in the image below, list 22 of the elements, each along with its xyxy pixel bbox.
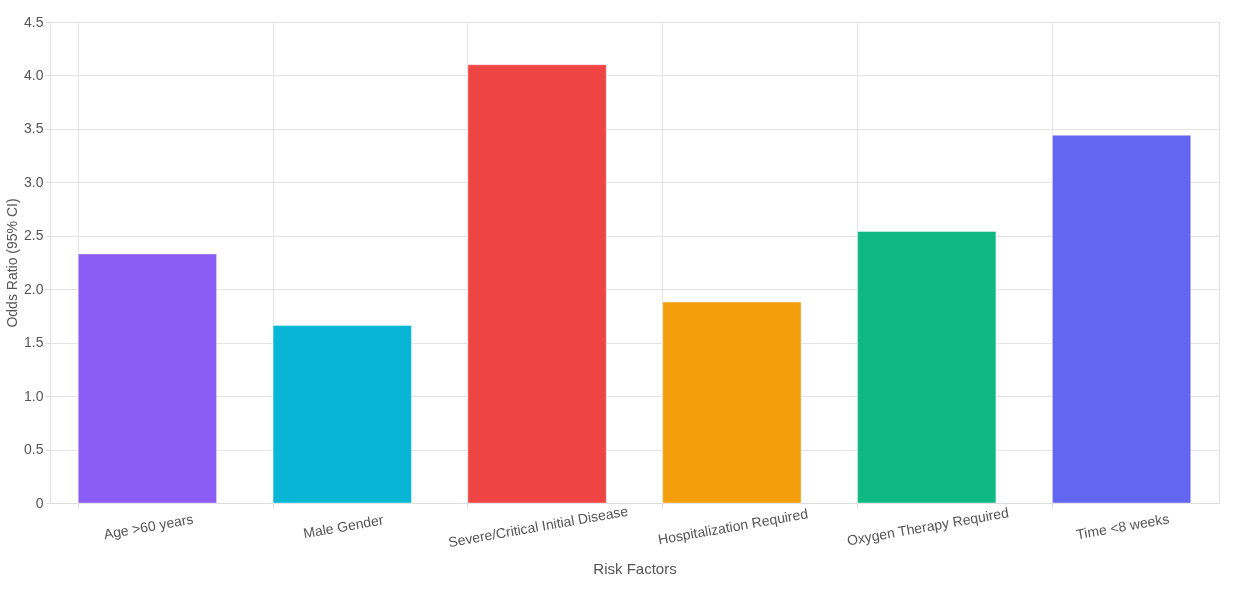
x-axis-title: Risk Factors — [593, 560, 677, 578]
y-tick-label: 3.5 — [24, 120, 44, 137]
y-tick-label: 0.5 — [24, 441, 44, 458]
bar — [77, 253, 218, 504]
y-tick-label: 3.0 — [24, 173, 44, 190]
y-tick-label: 2.5 — [24, 227, 44, 244]
y-tick-label: 1.0 — [24, 387, 44, 404]
x-tick-label: Time <8 weeks — [1074, 510, 1171, 543]
bar — [857, 231, 997, 504]
x-tick-label: Male Gender — [302, 511, 385, 542]
x-tick-label: Age >60 years — [102, 510, 195, 543]
bar — [662, 301, 802, 504]
x-tick-label: Oxygen Therapy Required — [845, 504, 1010, 549]
y-tick-label: 1.5 — [24, 334, 44, 351]
bar — [272, 325, 412, 504]
bar — [467, 64, 607, 504]
y-tick-label: 0 — [35, 494, 44, 511]
y-tick-label: 2.0 — [24, 280, 44, 297]
y-axis-title: Odds Ratio (95% CI) — [4, 198, 21, 328]
y-tick-label: 4.0 — [24, 66, 44, 83]
bar — [1051, 134, 1192, 504]
y-tick-label: 4.5 — [24, 13, 44, 30]
